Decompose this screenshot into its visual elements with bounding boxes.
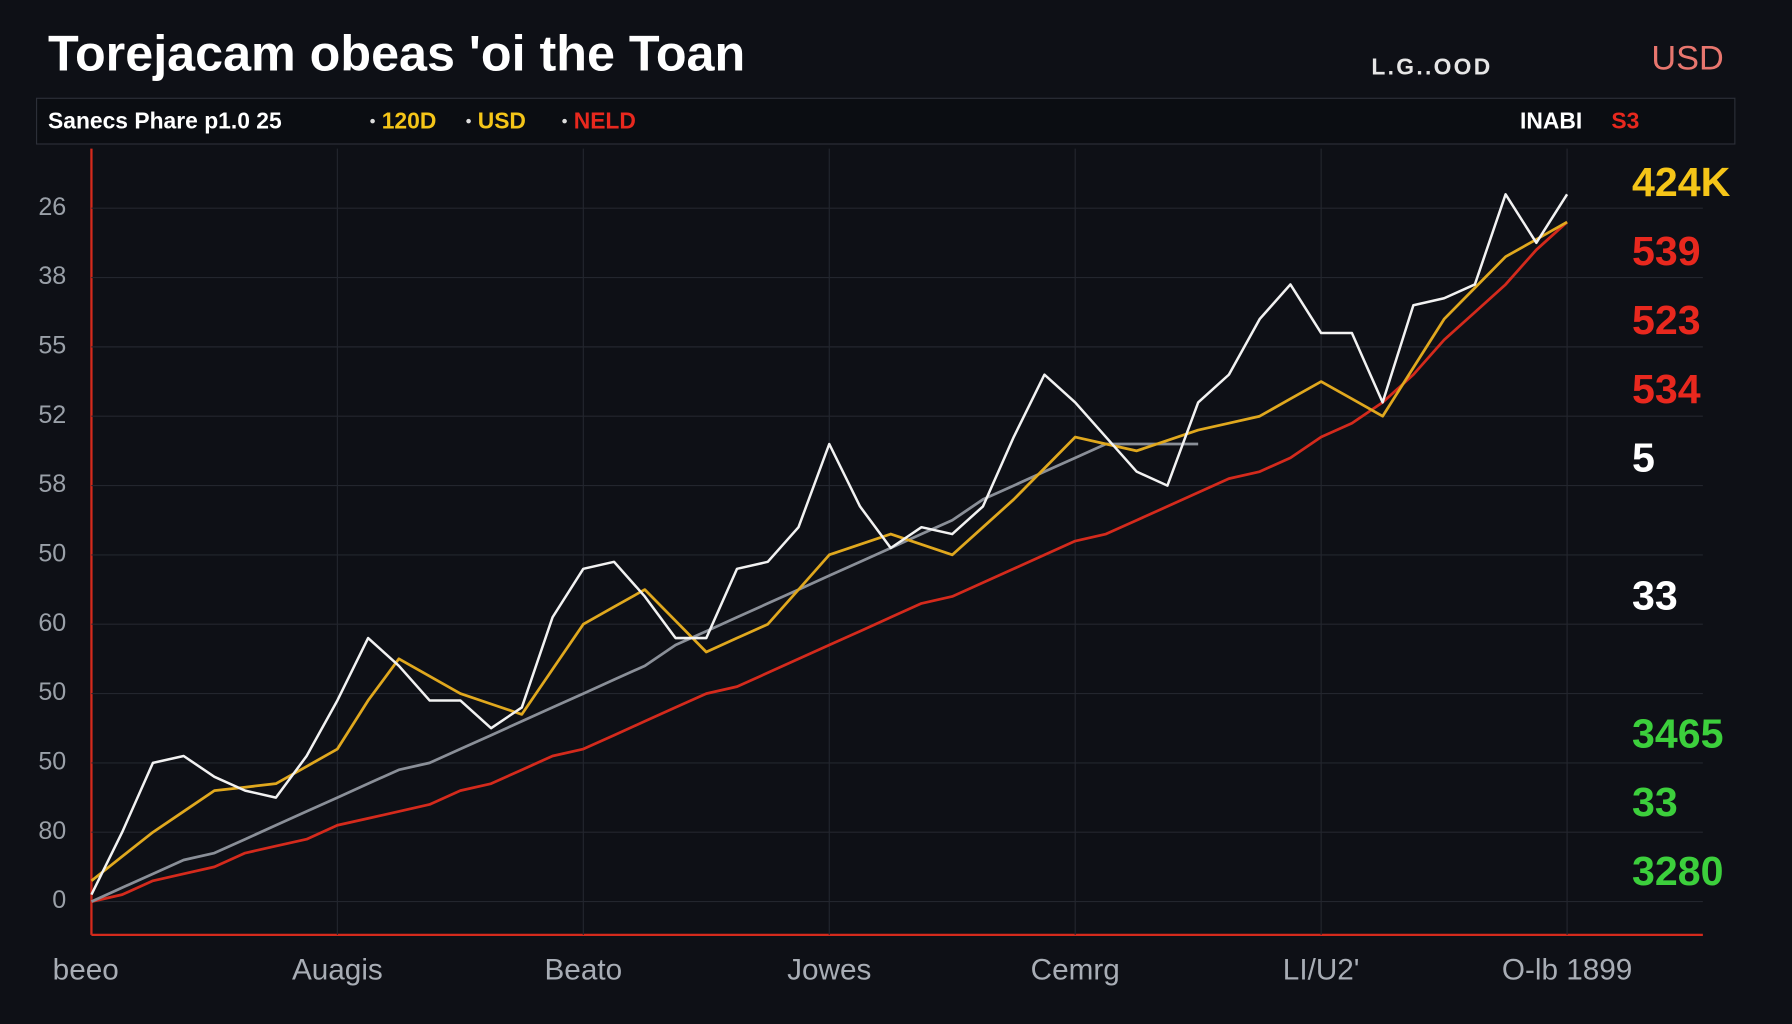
y-tick-label: 52 — [38, 401, 66, 429]
side-value: 5 — [1632, 435, 1655, 481]
x-tick-label: Jowes — [787, 953, 871, 986]
side-value: 523 — [1632, 297, 1701, 343]
series-line — [91, 221, 1569, 903]
subheader-item: NELD — [574, 107, 636, 133]
side-value: 3280 — [1632, 848, 1724, 894]
side-value: 33 — [1632, 779, 1678, 825]
x-tick-label: LI/U2' — [1283, 953, 1360, 986]
chart-title: Torejacam obeas 'oi the Toan — [48, 24, 745, 81]
x-tick-label: Auagis — [292, 953, 383, 986]
series-line — [90, 220, 1568, 882]
bullet — [562, 118, 567, 124]
y-tick-label: 55 — [38, 332, 66, 360]
x-tick-label: O-lb 1899 — [1502, 953, 1632, 986]
series-line — [90, 193, 1569, 896]
x-tick-label: Cemrg — [1031, 953, 1120, 986]
y-tick-label: 0 — [52, 886, 66, 914]
bullet — [466, 118, 471, 124]
side-value: 3465 — [1632, 710, 1724, 756]
subheader-item: 120D — [382, 107, 437, 133]
side-value: 33 — [1632, 573, 1678, 619]
y-tick-label: 50 — [38, 678, 66, 706]
side-value: 534 — [1632, 366, 1701, 412]
x-tick-label: Beato — [545, 953, 623, 986]
y-tick-label: 50 — [38, 748, 66, 776]
subheader-right: S3 — [1611, 107, 1639, 133]
header-currency: USD — [1651, 40, 1723, 78]
y-tick-label: 50 — [38, 540, 66, 568]
subheader-item: Sanecs Phare p1.0 25 — [48, 107, 282, 133]
subheader-bar — [36, 97, 1736, 145]
y-tick-label: 58 — [38, 470, 66, 498]
y-tick-label: 26 — [38, 193, 66, 221]
y-tick-label: 80 — [38, 817, 66, 845]
side-value: 539 — [1632, 228, 1701, 274]
y-tick-label: 60 — [38, 609, 66, 637]
x-tick-label: beeo — [53, 953, 119, 986]
bullet — [370, 118, 375, 124]
header-right-text: L.G..OOD — [1371, 54, 1492, 80]
subheader-item: USD — [478, 107, 526, 133]
y-tick-label: 38 — [38, 262, 66, 290]
side-value: 424K — [1632, 159, 1731, 205]
series-line — [90, 442, 1199, 903]
subheader-right: INABI — [1520, 107, 1582, 133]
